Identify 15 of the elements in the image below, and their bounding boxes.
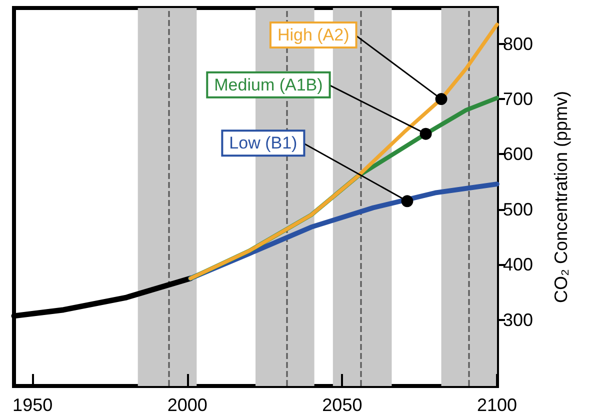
y-tick-label: 500 [503, 199, 534, 220]
line-series [188, 22, 499, 280]
y-tick-label: 700 [503, 89, 534, 110]
x-tick-label: 2050 [322, 395, 362, 415]
annotation: High (A2) [277, 26, 350, 45]
x-tick-label: 1950 [12, 395, 53, 415]
y-tick-label: 300 [503, 310, 534, 330]
annotation: Low (B1) [229, 134, 298, 153]
annotation: Medium (A1B) [214, 75, 323, 94]
y-tick-label: 400 [503, 254, 534, 275]
y-axis-title: CO₂ Concentration (ppmv) [551, 90, 571, 304]
y-tick-label: 800 [503, 34, 534, 54]
x-tick-label: 2000 [167, 395, 208, 415]
y-tick-label: 600 [503, 144, 534, 164]
x-tick-label: 2100 [476, 395, 518, 415]
